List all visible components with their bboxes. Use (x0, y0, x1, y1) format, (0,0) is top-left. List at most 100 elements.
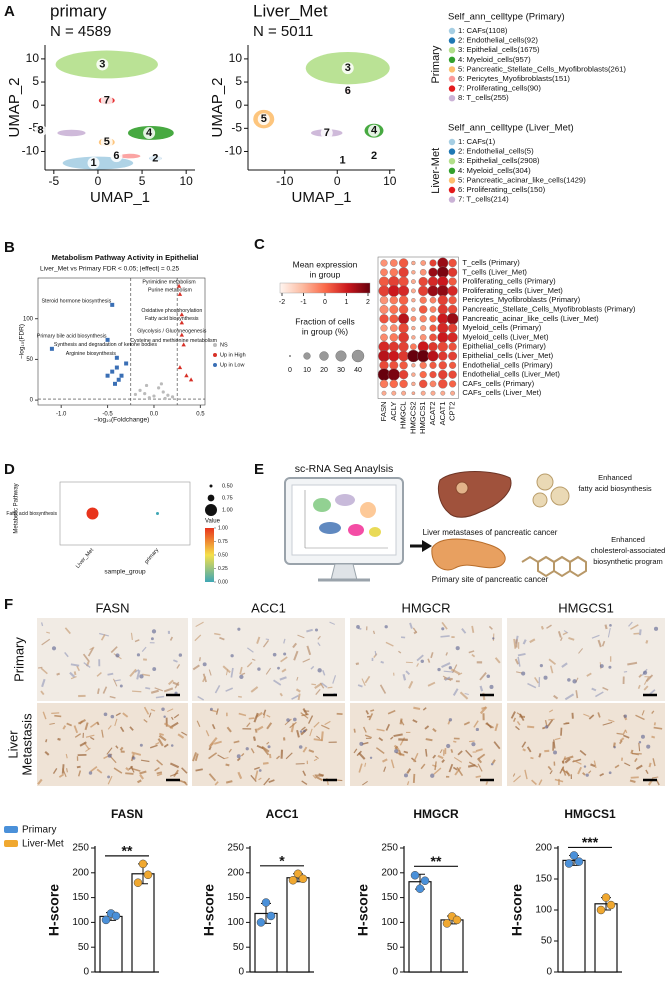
cluster-label-bg (100, 94, 113, 107)
texture (452, 688, 459, 696)
dot (398, 258, 409, 268)
texture (315, 688, 321, 696)
texture (224, 756, 229, 760)
texture (582, 772, 586, 776)
texture (256, 636, 261, 644)
texture (452, 766, 458, 771)
texture (353, 728, 356, 733)
effect-text: Enhanced (611, 535, 645, 544)
legend-swatch (448, 75, 456, 83)
dot (389, 379, 398, 389)
texture (41, 638, 51, 646)
texture (262, 639, 269, 648)
texture (432, 727, 437, 733)
texture (208, 745, 212, 751)
dot (380, 333, 388, 342)
texture (82, 653, 90, 663)
dot (410, 288, 416, 294)
texture (315, 775, 323, 782)
pancreas (431, 538, 506, 571)
texture (652, 758, 656, 767)
texture (141, 646, 147, 653)
texture (403, 750, 409, 754)
texture (651, 735, 656, 739)
dot (437, 341, 448, 352)
size-legend-dot (319, 351, 329, 361)
nucleus (583, 765, 587, 768)
dot (430, 390, 436, 396)
point (138, 388, 142, 392)
texture (76, 765, 81, 769)
texture (40, 622, 44, 627)
nucleus (258, 769, 262, 772)
nucleus (303, 729, 306, 733)
y-tick-label: 200 (381, 867, 398, 878)
tumor (455, 481, 469, 495)
texture (439, 749, 443, 754)
data-point (569, 851, 579, 860)
caption: Primary site of pancreatic cancer (432, 575, 549, 584)
texture (62, 768, 67, 778)
dot (419, 305, 428, 314)
texture (412, 627, 418, 633)
y-tick-label: -10 (225, 144, 243, 158)
nucleus (608, 665, 612, 669)
texture (630, 749, 634, 754)
texture (563, 630, 569, 634)
texture (364, 675, 371, 684)
size-legend-label: 0.50 (222, 483, 233, 489)
texture (453, 756, 463, 763)
texture (564, 755, 574, 761)
arrow-head (422, 540, 432, 552)
y-tick-label: 150 (381, 892, 398, 903)
texture (413, 706, 421, 711)
texture (150, 689, 159, 694)
texture (192, 664, 200, 671)
texture (281, 668, 287, 673)
point (152, 394, 156, 398)
nucleus (437, 667, 441, 672)
data-point (261, 898, 271, 907)
texture (318, 773, 325, 777)
texture (514, 658, 520, 665)
nucleus (638, 741, 642, 744)
texture (652, 776, 659, 779)
dot (398, 313, 410, 325)
texture (156, 771, 163, 775)
texture (265, 638, 270, 641)
texture (387, 709, 396, 715)
point (177, 365, 183, 370)
legend-swatch (448, 177, 456, 184)
texture (416, 654, 424, 662)
texture (169, 762, 180, 769)
texture (195, 621, 204, 628)
point (188, 377, 194, 382)
texture (457, 672, 463, 676)
data-point (288, 875, 298, 885)
texture (266, 741, 270, 745)
texture (321, 724, 330, 730)
row-label: Endothelial_cells (Primary) (462, 360, 553, 369)
texture (378, 737, 384, 742)
point (105, 337, 110, 342)
texture (128, 765, 134, 770)
legend-entry: NS (220, 342, 228, 348)
texture (564, 757, 571, 764)
texture (440, 635, 450, 638)
dot (448, 342, 457, 351)
texture (513, 638, 517, 649)
texture (461, 627, 467, 634)
texture (353, 748, 358, 754)
legend-entry: 5: Pancreatic_acinar_like_cells(1429) (458, 175, 586, 184)
cluster-label: 5 (261, 113, 267, 125)
texture (479, 706, 488, 715)
texture (424, 725, 430, 730)
size-legend-label: 30 (337, 367, 345, 374)
texture (283, 638, 286, 644)
column-label: CPT2 (448, 402, 457, 421)
texture (69, 671, 76, 678)
texture (526, 746, 532, 753)
x-tick-label: 0.0 (150, 412, 159, 418)
point (170, 395, 175, 399)
texture (306, 628, 313, 633)
